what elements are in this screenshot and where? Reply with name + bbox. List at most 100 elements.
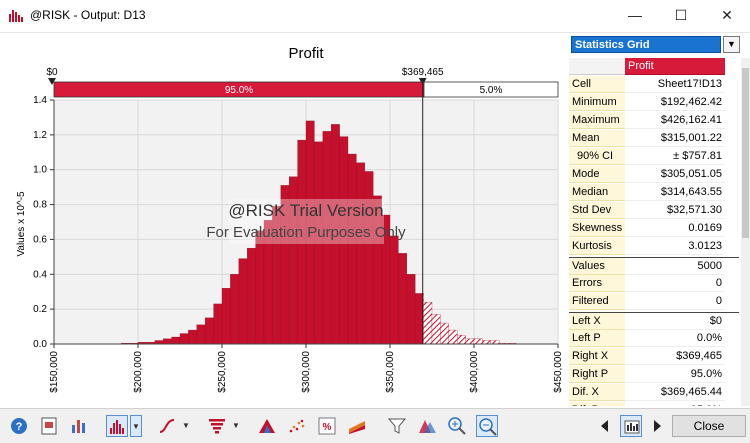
previous-arrow-icon[interactable]	[594, 415, 616, 437]
y-tick-label: 0.2	[33, 304, 47, 315]
grid-header-row: Profit	[569, 58, 739, 76]
stats-row-label: Skewness	[569, 220, 625, 237]
histogram-bar-tail	[457, 335, 466, 345]
histogram-bar	[154, 340, 164, 345]
tornado-graph-icon[interactable]	[206, 415, 228, 437]
stats-row-label: Filtered	[569, 293, 625, 310]
close-window-button[interactable]: ✕	[721, 7, 733, 23]
stats-row: Left P 0.0%	[569, 330, 739, 348]
distribution-fit-icon[interactable]	[256, 415, 278, 437]
stats-row-value[interactable]: ± $757.81	[625, 148, 725, 165]
zoom-in-icon[interactable]	[446, 415, 468, 437]
stats-row: Median $314,643.55	[569, 184, 739, 202]
stats-row-label: Right X	[569, 348, 625, 365]
stats-row-label: Dif. X	[569, 384, 625, 401]
histogram-bar-tail	[465, 338, 475, 345]
histogram-chart[interactable]: Profit $0 $369,465 95.0% 5.0% Values x 1…	[4, 34, 565, 406]
svg-text:?: ?	[16, 421, 23, 433]
histogram-bar-tail	[490, 340, 500, 345]
scrollbar-thumb[interactable]	[742, 68, 749, 238]
histogram-bar-tail	[448, 329, 458, 345]
y-tick-label: 1.4	[33, 95, 47, 106]
stats-row-value[interactable]: Sheet17!D13	[625, 76, 725, 93]
histogram-graph-icon[interactable]	[106, 415, 128, 437]
stats-row-value[interactable]: 0	[625, 275, 725, 292]
histogram-bar-tail	[482, 340, 491, 345]
help-icon[interactable]: ?	[8, 415, 30, 437]
stats-row-value[interactable]: 0.0%	[625, 330, 725, 347]
histogram-dropdown-arrow[interactable]: ▼	[130, 415, 142, 437]
histogram-bar	[238, 258, 248, 345]
stats-row-label: Std Dev	[569, 202, 625, 219]
stats-row: Filtered 0	[569, 293, 739, 311]
probability-band-right	[423, 81, 559, 98]
percent-format-icon[interactable]: %	[316, 415, 338, 437]
stats-row-value[interactable]: 95.0%	[625, 366, 725, 383]
histogram-bar	[188, 329, 197, 345]
grid-corner	[569, 58, 625, 75]
stats-row-value[interactable]: $369,465.44	[625, 384, 725, 401]
histogram-bar	[163, 338, 172, 345]
stats-row-value[interactable]: 0.0169	[625, 220, 725, 237]
zoom-out-icon[interactable]	[476, 415, 498, 437]
chevron-down-icon[interactable]: ▼	[723, 36, 740, 53]
x-tick-label: $250,000	[217, 351, 228, 393]
stats-row-label: Median	[569, 184, 625, 201]
histogram-bar	[255, 230, 265, 345]
cumulative-dropdown-arrow[interactable]: ▼	[182, 421, 190, 430]
grid-view-icon[interactable]	[620, 415, 642, 437]
y-tick-label: 0.8	[33, 200, 47, 211]
close-button[interactable]: Close	[672, 415, 746, 437]
histogram-bar-tail	[440, 322, 449, 345]
scatter-plot-icon[interactable]	[286, 415, 308, 437]
histogram-bar	[364, 171, 374, 345]
stats-row-value[interactable]: 5000	[625, 258, 725, 275]
stats-row-value[interactable]: $315,001.22	[625, 130, 725, 147]
cumulative-graph-icon[interactable]	[156, 415, 178, 437]
stats-row-label: Left P	[569, 330, 625, 347]
histogram-bar	[196, 324, 206, 345]
minimize-button[interactable]: —	[628, 7, 642, 23]
watermark-line-2: For Evaluation Purposes Only	[206, 224, 406, 241]
stats-row-label: Left X	[569, 313, 625, 330]
y-tick-label: 1.0	[33, 165, 47, 176]
stats-row: Cell Sheet17!D13	[569, 76, 739, 94]
chart-options-icon[interactable]	[68, 415, 90, 437]
statistics-grid-dropdown[interactable]: Statistics Grid	[571, 36, 721, 53]
summary-trend-icon[interactable]	[346, 415, 368, 437]
export-report-icon[interactable]	[38, 415, 60, 437]
stats-row-value[interactable]: $314,643.55	[625, 184, 725, 201]
watermark-line-1: @RISK Trial Version	[228, 201, 383, 220]
grid-scrollbar[interactable]	[741, 58, 750, 406]
stats-row-value[interactable]: $426,162.41	[625, 112, 725, 129]
stats-row-value[interactable]: 95.0%	[625, 402, 725, 406]
stats-row-value[interactable]: $192,462.42	[625, 94, 725, 111]
x-tick-label: $300,000	[301, 351, 312, 393]
right-delimiter-handle[interactable]	[418, 78, 427, 85]
stats-row-value[interactable]: $0	[625, 313, 725, 330]
x-tick-label: $150,000	[49, 351, 60, 393]
stats-row-value[interactable]: $369,465	[625, 348, 725, 365]
stats-row: Errors 0	[569, 275, 739, 293]
histogram-bar	[205, 317, 214, 345]
histogram-bar	[179, 333, 189, 345]
stats-row-label: Minimum	[569, 94, 625, 111]
filter-icon[interactable]	[386, 415, 408, 437]
y-tick-label: 0.6	[33, 234, 47, 245]
stats-row: Right X $369,465	[569, 348, 739, 366]
stats-row-value[interactable]: $32,571.30	[625, 202, 725, 219]
stats-row-value[interactable]: 3.0123	[625, 238, 725, 255]
tornado-dropdown-arrow[interactable]: ▼	[232, 421, 240, 430]
stats-row-value[interactable]: $305,051.05	[625, 166, 725, 183]
stats-row: Mode $305,051.05	[569, 166, 739, 184]
stats-row-label: Mode	[569, 166, 625, 183]
maximize-button[interactable]: ☐	[674, 7, 688, 23]
risk-app-icon	[8, 8, 24, 25]
next-arrow-icon[interactable]	[646, 415, 668, 437]
overlay-icon[interactable]	[416, 415, 438, 437]
watermark-backdrop	[229, 199, 384, 244]
y-tick-label: 0.4	[33, 269, 47, 280]
stats-row-value[interactable]: 0	[625, 293, 725, 310]
left-delimiter-handle[interactable]	[48, 78, 56, 85]
stats-row-label: Cell	[569, 76, 625, 93]
